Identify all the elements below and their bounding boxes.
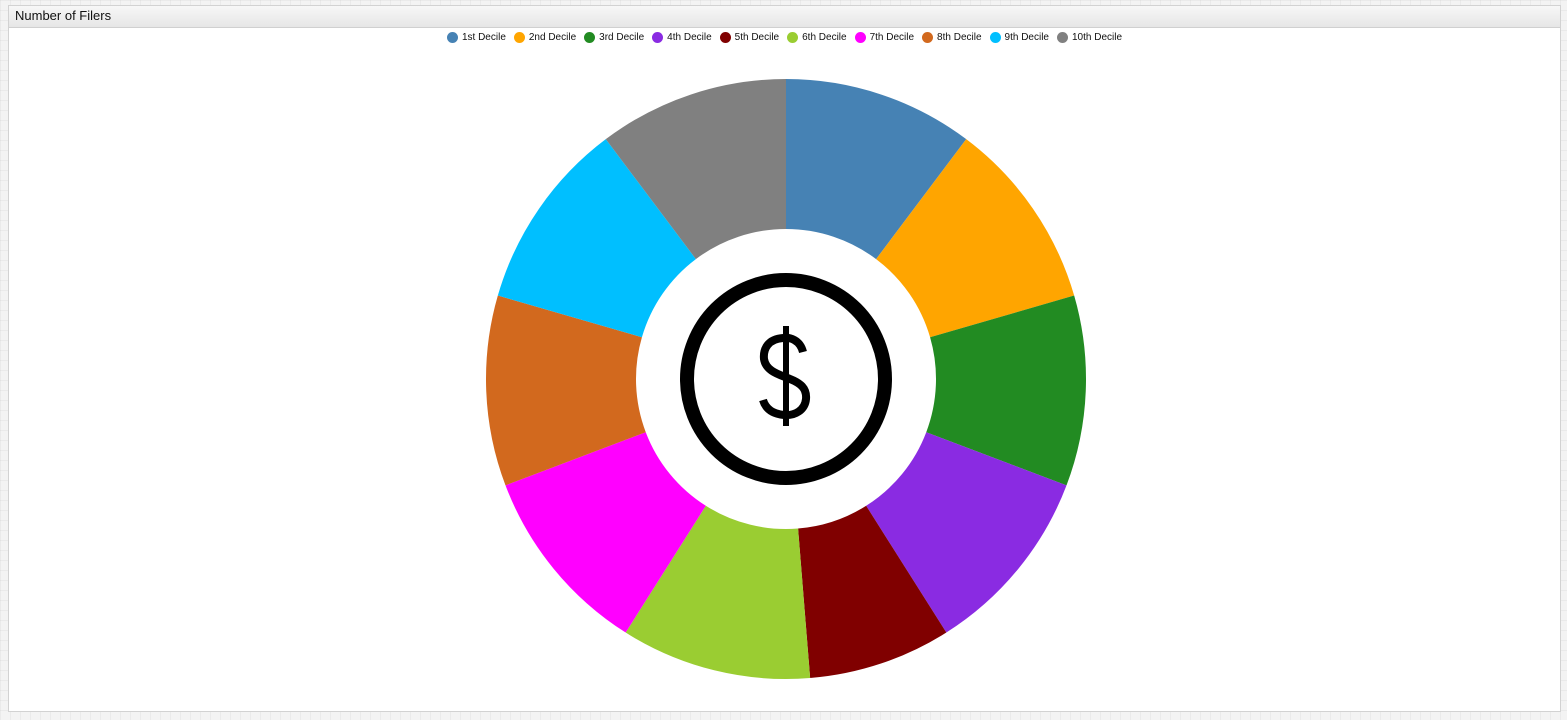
legend-label: 4th Decile (667, 31, 712, 43)
pie-slice[interactable] (876, 139, 1075, 338)
pie-slice[interactable] (798, 505, 947, 679)
panel-title: Number of Filers (9, 6, 1560, 28)
pie-slice[interactable] (926, 295, 1086, 486)
legend-label: 10th Decile (1071, 31, 1123, 43)
legend-label: 7th Decile (869, 31, 915, 43)
dollar-coin-icon (680, 273, 892, 485)
legend-item[interactable]: 9th Decile (989, 31, 1049, 43)
legend-label: 3rd Decile (599, 31, 645, 43)
legend-item[interactable]: 10th Decile (1056, 31, 1123, 43)
legend-swatch (854, 31, 866, 43)
pie-slice[interactable] (497, 139, 696, 338)
legend-item[interactable]: 7th Decile (854, 31, 915, 43)
legend-swatch (719, 31, 731, 43)
legend-item[interactable]: 8th Decile (922, 31, 982, 43)
legend-swatch (652, 31, 664, 43)
pie-slice[interactable] (625, 505, 811, 679)
legend-swatch (446, 31, 458, 43)
legend-swatch (584, 31, 596, 43)
legend-label: 2nd Decile (528, 31, 577, 43)
legend-label: 5th Decile (734, 31, 780, 43)
legend-item[interactable]: 5th Decile (719, 31, 780, 43)
legend-label: 1st Decile (461, 31, 506, 43)
legend-swatch (989, 31, 1001, 43)
legend-item[interactable]: 6th Decile (787, 31, 847, 43)
pie-slice[interactable] (486, 295, 646, 486)
pie-slices (486, 79, 1086, 679)
legend-item[interactable]: 1st Decile (446, 31, 506, 43)
legend-swatch (513, 31, 525, 43)
legend-swatch (1056, 31, 1068, 43)
legend-label: 9th Decile (1004, 31, 1049, 43)
legend-swatch (922, 31, 934, 43)
chart-legend: 1st Decile 2nd Decile 3rd Decile 4th Decile… (9, 29, 1560, 45)
legend-label: 6th Decile (802, 31, 847, 43)
legend-item[interactable]: 3rd Decile (584, 31, 645, 43)
legend-label: 8th Decile (937, 31, 982, 43)
legend-swatch (787, 31, 799, 43)
pie-slice[interactable] (866, 432, 1067, 633)
pie-slice[interactable] (786, 79, 967, 260)
legend-item[interactable]: 4th Decile (652, 31, 712, 43)
pie-slice[interactable] (605, 79, 786, 260)
pie-slice[interactable] (505, 432, 706, 633)
legend-item[interactable]: 2nd Decile (513, 31, 577, 43)
